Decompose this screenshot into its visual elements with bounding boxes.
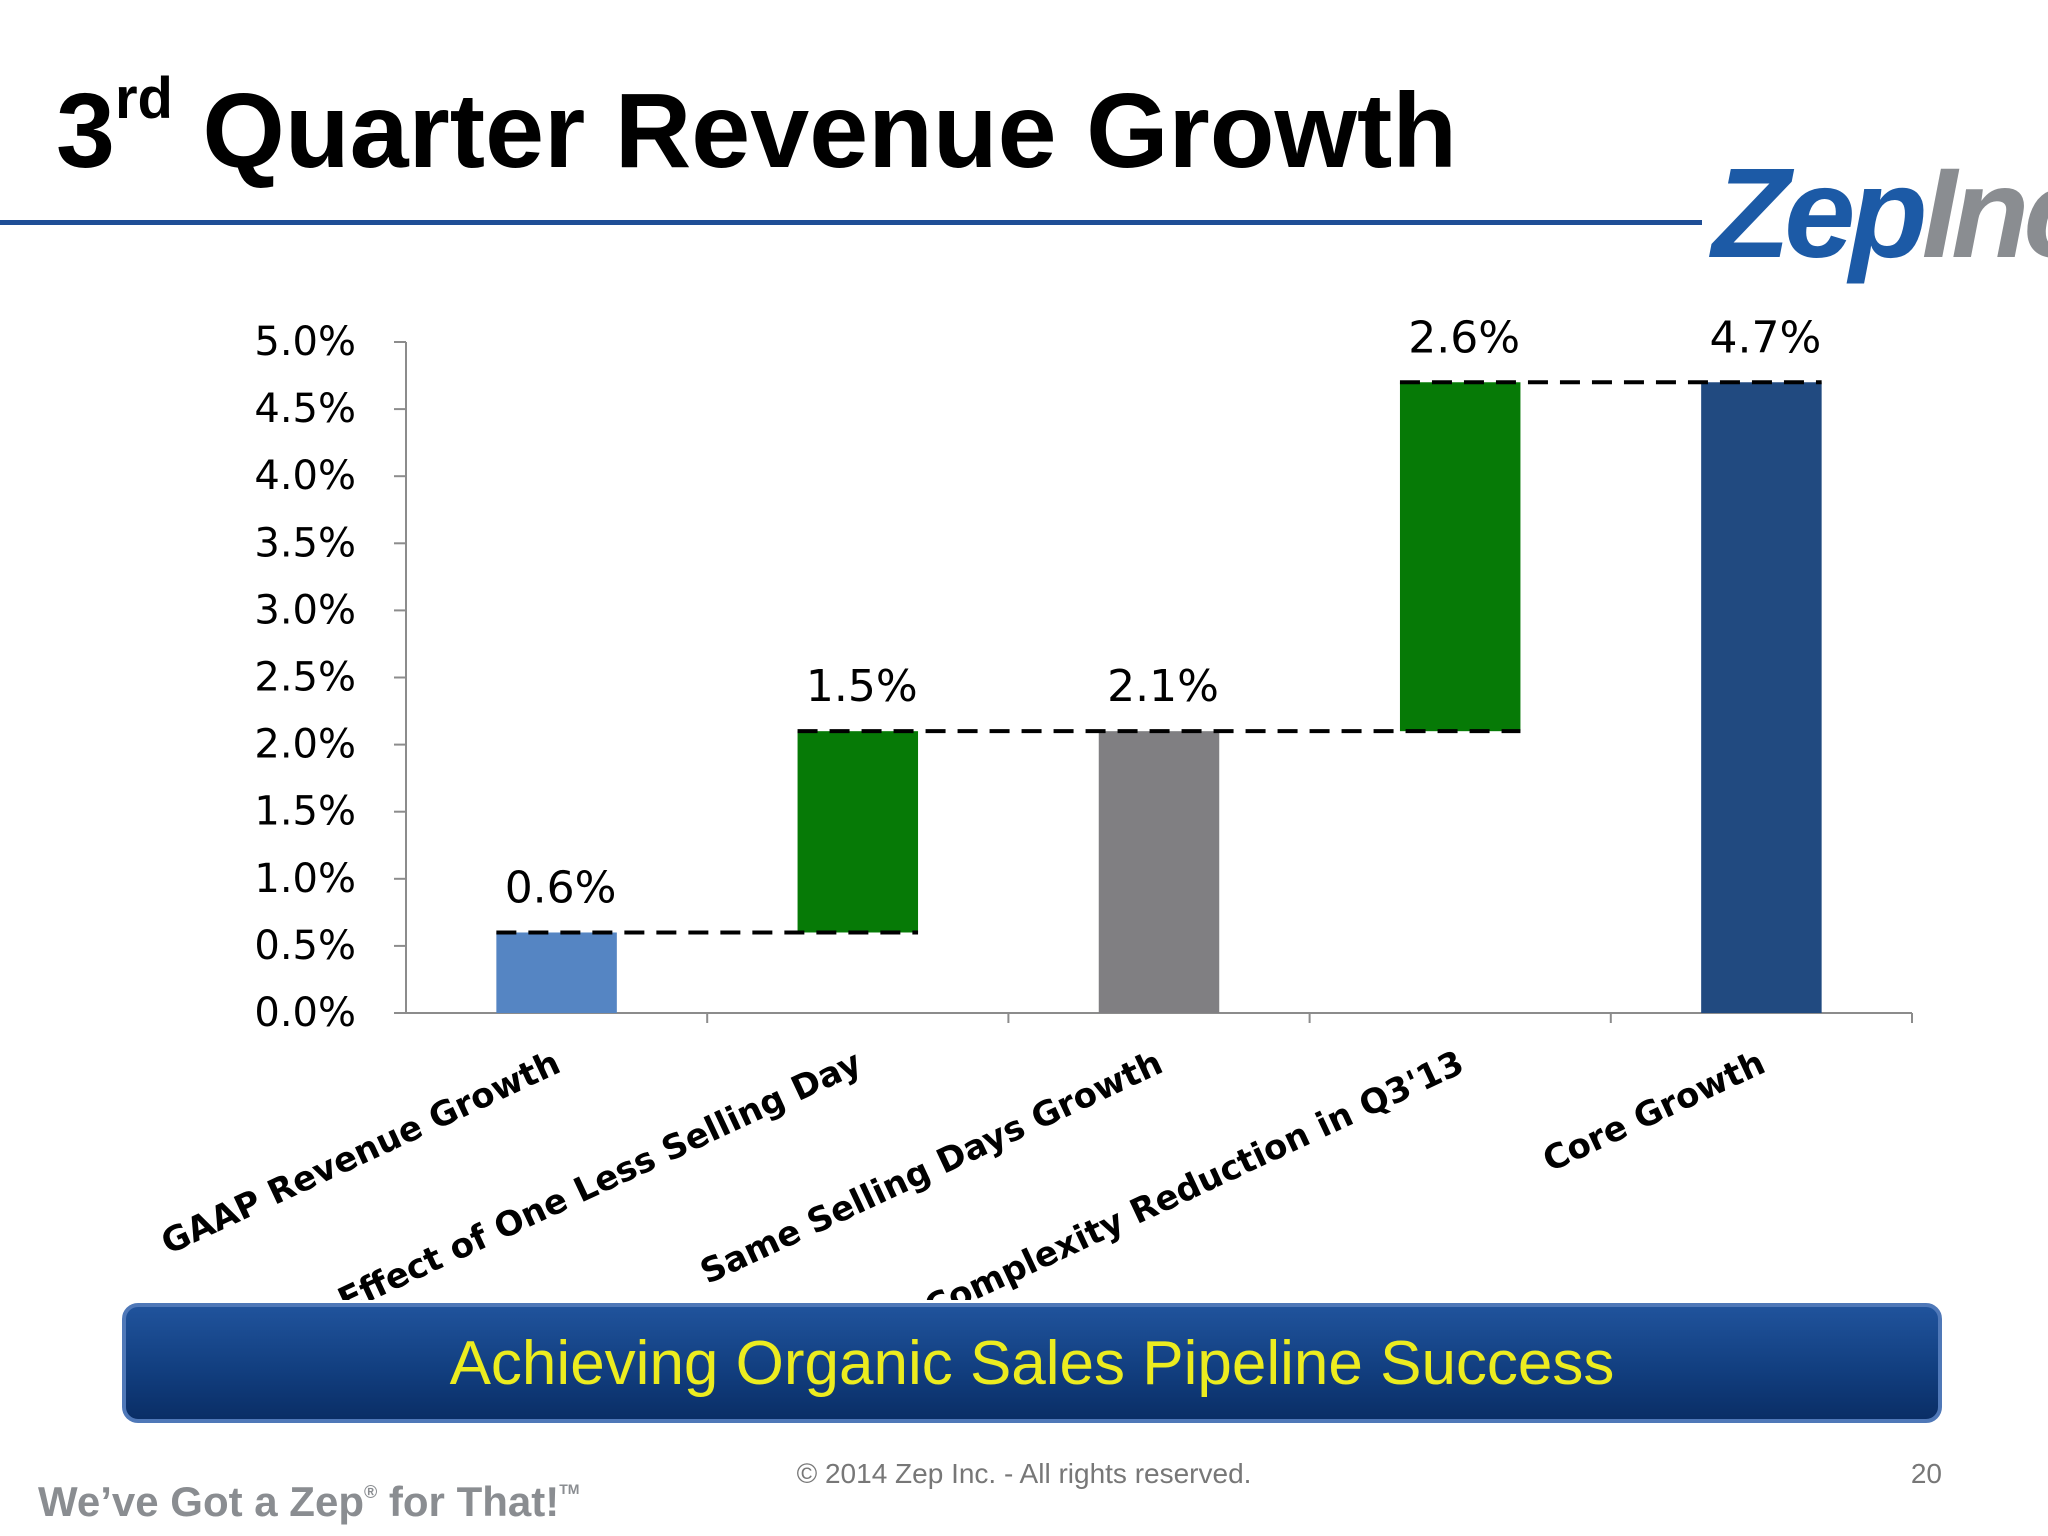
banner-text: Achieving Organic Sales Pipeline Success (449, 1328, 1615, 1398)
trademark-mark: TM (559, 1481, 580, 1497)
logo-zep: Zep (1712, 142, 1928, 285)
title-divider (0, 220, 1702, 225)
registered-mark: ® (363, 1482, 378, 1502)
category-label: Effect of One Less Selling Day (332, 1043, 868, 1300)
y-tick-label: 1.5% (254, 789, 356, 835)
tagline: We’ve Got a Zep® for That!TM (38, 1478, 579, 1526)
title-text: Quarter Revenue Growth (172, 72, 1458, 190)
bar (496, 932, 617, 1013)
category-label: Core Growth (1537, 1043, 1771, 1181)
y-tick-label: 1.0% (254, 856, 356, 902)
data-label: 4.7% (1710, 312, 1822, 363)
page-number: 20 (1910, 1458, 1942, 1489)
copyright-text: © 2014 Zep Inc. - All rights reserved. (796, 1458, 1252, 1489)
y-tick-label: 2.0% (254, 722, 356, 768)
waterfall-chart: 0.0% 0.5% 1.0% 1.5% 2.0% 2.5% 3.0% 3.5% 4.0% 4.5%… (155, 312, 1913, 1300)
bar (1701, 382, 1822, 1013)
y-tick-label: 3.5% (254, 520, 356, 566)
data-label: 2.1% (1107, 661, 1219, 712)
title-superscript: rd (114, 66, 173, 131)
data-label: 0.6% (505, 862, 617, 913)
title-number: 3 (56, 72, 115, 190)
tagline-part-1: We’ve Got a Zep (38, 1478, 364, 1525)
y-tick-label: 0.0% (254, 990, 356, 1036)
y-tick-label: 5.0% (254, 319, 356, 365)
bar (797, 731, 919, 933)
banner: Achieving Organic Sales Pipeline Success (122, 1303, 1942, 1423)
y-tick-label: 4.0% (254, 453, 356, 499)
y-tick-label: 2.5% (254, 655, 356, 701)
y-tick-label: 3.0% (254, 587, 356, 633)
slide-title: 3rd Quarter Revenue Growth (56, 70, 1457, 185)
tagline-part-2: for That! (377, 1478, 560, 1525)
category-label: Complexity Reduction in Q3'13 (919, 1043, 1470, 1300)
bar (1098, 731, 1220, 1013)
logo-inc: Inc (1921, 142, 2048, 285)
y-tick-label: 0.5% (254, 923, 356, 969)
category-label: Same Selling Days Growth (694, 1043, 1169, 1293)
y-tick-label: 4.5% (254, 386, 356, 432)
data-label: 1.5% (806, 661, 918, 712)
data-label: 2.6% (1408, 312, 1520, 363)
bar (1399, 382, 1521, 732)
